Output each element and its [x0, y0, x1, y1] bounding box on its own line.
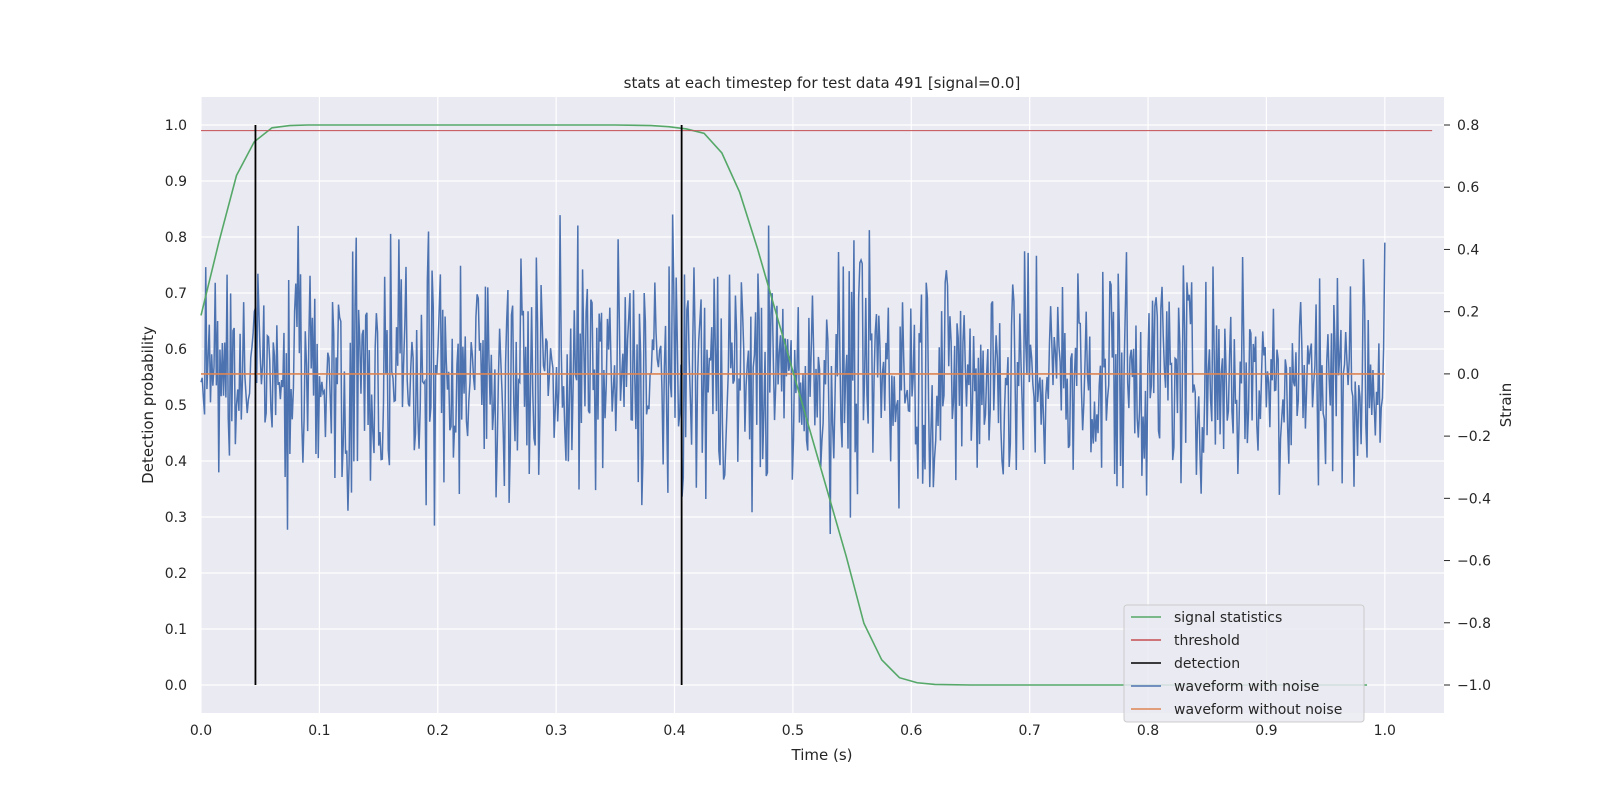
- legend: signal statistics threshold detection wa…: [1123, 604, 1365, 723]
- y-left-tick-label: 0.0: [165, 678, 187, 694]
- legend-label-waveform-with-noise: waveform with noise: [1174, 679, 1319, 695]
- y-left-tick-label: 0.8: [165, 230, 187, 246]
- y-left-tick-label: 0.4: [165, 454, 187, 470]
- legend-label-waveform-without-noise: waveform without noise: [1174, 702, 1342, 718]
- x-tick-label: 0.2: [427, 723, 449, 739]
- series-line-waveform-with-noise: [200, 214, 1386, 534]
- y-right-tick-label: 0.2: [1457, 305, 1479, 321]
- legend-label-signal-statistics: signal statistics: [1174, 610, 1282, 626]
- y-right-tick-label: −1.0: [1457, 678, 1491, 694]
- tick-labels: 0.0 0.1 0.2 0.3 0.4 0.5 0.6 0.7 0.8 0.9 1.0 0.0 0.1 0…: [165, 118, 1491, 739]
- y-right-tick-label: 0.6: [1457, 180, 1479, 196]
- y-left-tick-label: 0.3: [165, 510, 187, 526]
- chart-title: stats at each timestep for test data 491…: [624, 74, 1021, 92]
- y-left-tick-label: 0.7: [165, 286, 187, 302]
- y-right-tick-label: −0.8: [1457, 616, 1491, 632]
- y-left-tick-label: 0.1: [165, 622, 187, 638]
- y-left-tick-label: 1.0: [165, 118, 187, 134]
- y-right-tick-label: −0.4: [1457, 491, 1491, 507]
- x-tick-label: 0.4: [663, 723, 685, 739]
- series-line-signal-statistics: [200, 124, 1368, 686]
- x-tick-label: 0.5: [782, 723, 804, 739]
- legend-box: [1123, 604, 1365, 723]
- legend-label-detection: detection: [1174, 656, 1240, 672]
- y-right-tick-label: 0.4: [1457, 242, 1479, 258]
- x-tick-label: 0.6: [900, 723, 922, 739]
- x-tick-label: 0.9: [1255, 723, 1277, 739]
- x-tick-label: 0.3: [545, 723, 567, 739]
- series-layer: [200, 124, 1433, 686]
- y-left-tick-label: 0.2: [165, 566, 187, 582]
- x-tick-label: 1.0: [1374, 723, 1396, 739]
- x-tick-label: 0.7: [1019, 723, 1041, 739]
- x-tick-label: 0.8: [1137, 723, 1159, 739]
- y-right-tick-label: 0.0: [1457, 367, 1479, 383]
- y-axis-right-label: Strain: [1497, 383, 1515, 427]
- y-right-tick-label: −0.2: [1457, 429, 1491, 445]
- y-axis-left-label: Detection probability: [139, 326, 157, 484]
- y-right-tick-label: 0.8: [1457, 118, 1479, 134]
- y-right-tick-label: −0.6: [1457, 554, 1491, 570]
- y-left-tick-label: 0.6: [165, 342, 187, 358]
- legend-label-threshold: threshold: [1174, 633, 1240, 649]
- x-tick-label: 0.0: [190, 723, 212, 739]
- x-axis-label: Time (s): [791, 746, 853, 764]
- y-left-tick-label: 0.5: [165, 398, 187, 414]
- x-tick-label: 0.1: [308, 723, 330, 739]
- y-left-tick-label: 0.9: [165, 174, 187, 190]
